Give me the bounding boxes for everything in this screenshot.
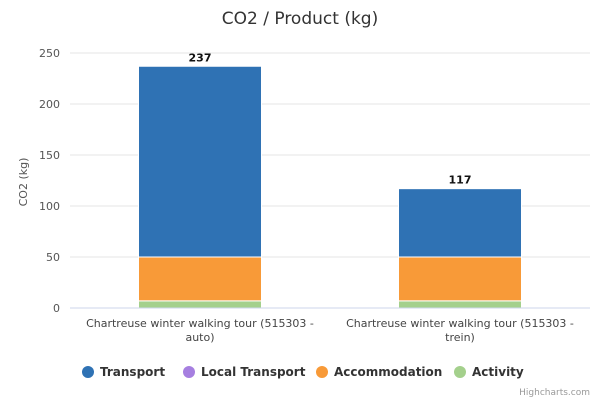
legend-item-transport[interactable]: Transport: [82, 365, 165, 379]
y-tick-label: 100: [39, 200, 60, 213]
x-category-label: Chartreuse winter walking tour (515303 -…: [346, 317, 574, 344]
y-tick-label: 150: [39, 149, 60, 162]
data-label-total: 117: [449, 174, 472, 187]
x-axis-categories: Chartreuse winter walking tour (515303 -…: [86, 317, 574, 344]
y-axis-ticks: 0 50 100 150 200 250: [39, 47, 60, 315]
bar-segment-transport[interactable]: [138, 65, 262, 258]
x-category-label-line: Chartreuse winter walking tour (515303 -: [346, 317, 574, 330]
x-category-label-line: auto): [185, 331, 214, 344]
x-category-label: Chartreuse winter walking tour (515303 -…: [86, 317, 314, 344]
bar-segment-activity[interactable]: [398, 300, 522, 309]
legend-marker: [316, 366, 328, 378]
x-category-label-line: trein): [445, 331, 475, 344]
bar-segment-accommodation[interactable]: [138, 256, 262, 302]
bar-segment-accommodation[interactable]: [398, 256, 522, 302]
credits[interactable]: Highcharts.com: [519, 388, 590, 398]
x-category-label-line: Chartreuse winter walking tour (515303 -: [86, 317, 314, 330]
chart-title: CO2 / Product (kg): [222, 9, 378, 29]
legend-label: Activity: [472, 365, 524, 379]
y-tick-label: 50: [46, 251, 60, 264]
legend-item-accommodation[interactable]: Accommodation: [316, 365, 442, 379]
y-tick-label: 0: [53, 302, 60, 315]
legend[interactable]: Transport Local Transport Accommodation Act…: [82, 365, 524, 379]
data-label-total: 237: [189, 51, 212, 64]
legend-marker: [82, 366, 94, 378]
legend-item-local-transport[interactable]: Local Transport: [183, 365, 306, 379]
bar-segment-activity[interactable]: [138, 300, 262, 309]
legend-label: Local Transport: [201, 365, 306, 379]
data-labels: 237 117: [189, 51, 472, 186]
y-axis-label: CO2 (kg): [17, 158, 30, 207]
legend-label: Accommodation: [334, 365, 442, 379]
legend-marker: [454, 366, 466, 378]
legend-marker: [183, 366, 195, 378]
y-tick-label: 200: [39, 98, 60, 111]
bars: [138, 65, 522, 309]
y-tick-label: 250: [39, 47, 60, 60]
legend-label: Transport: [100, 365, 165, 379]
legend-item-activity[interactable]: Activity: [454, 365, 524, 379]
bar-segment-transport[interactable]: [398, 188, 522, 258]
